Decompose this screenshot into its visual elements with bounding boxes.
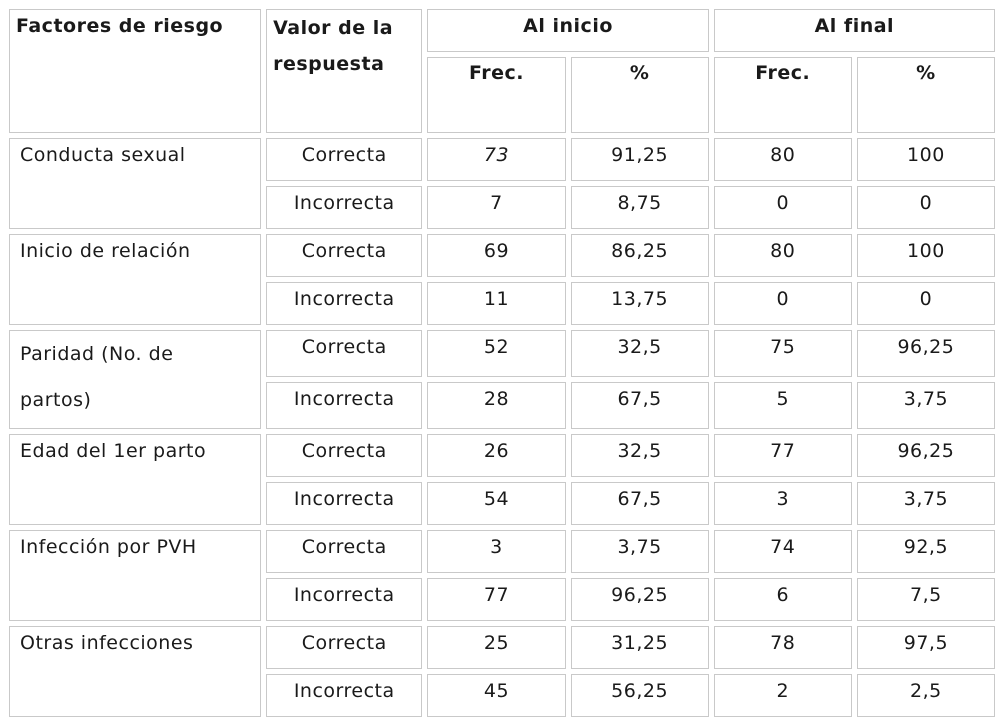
- answer-value: Correcta: [266, 330, 423, 377]
- end-frec: 6: [713, 578, 852, 621]
- header-start: Al inicio: [427, 9, 709, 52]
- header-factor: Factores de riesgo: [9, 9, 262, 133]
- end-frec: 80: [713, 234, 852, 277]
- end-frec: 0: [713, 186, 852, 229]
- end-pct: 0: [856, 186, 995, 229]
- answer-value: Incorrecta: [266, 186, 423, 229]
- start-pct: 32,5: [570, 330, 709, 377]
- table-row: Conducta sexual Correcta 73 91,25 80 100: [9, 138, 995, 229]
- end-frec: 3: [713, 482, 852, 525]
- start-frec: 69: [427, 234, 566, 277]
- header-start-frec: Frec.: [427, 57, 566, 133]
- start-pct: 96,25: [570, 578, 709, 621]
- end-pct: 3,75: [856, 382, 995, 429]
- start-frec: 54: [427, 482, 566, 525]
- table-body: Conducta sexual Correcta 73 91,25 80 100…: [9, 138, 995, 717]
- answer-value: Incorrecta: [266, 282, 423, 325]
- start-pct: 3,75: [570, 530, 709, 573]
- end-pct: 2,5: [856, 674, 995, 717]
- end-pct: 3,75: [856, 482, 995, 525]
- factor-cell: Inicio de relación: [9, 234, 262, 325]
- answer-value: Correcta: [266, 530, 423, 573]
- start-frec: 26: [427, 434, 566, 477]
- end-frec: 5: [713, 382, 852, 429]
- header-start-pct: %: [570, 57, 709, 133]
- end-pct: 96,25: [856, 330, 995, 377]
- table-row: Otras infecciones Correcta 25 31,25 78 9…: [9, 626, 995, 717]
- table-row: Infección por PVH Correcta 3 3,75 74 92,…: [9, 530, 995, 621]
- header-value: Valor de la respuesta: [266, 9, 423, 133]
- end-pct: 100: [856, 138, 995, 181]
- table-row: Edad del 1er parto Correcta 26 32,5 77 9…: [9, 434, 995, 525]
- start-pct: 67,5: [570, 382, 709, 429]
- table-row: Incorrecta 7 8,75 0 0: [9, 186, 995, 229]
- start-frec: 45: [427, 674, 566, 717]
- start-frec: 7: [427, 186, 566, 229]
- answer-value: Incorrecta: [266, 674, 423, 717]
- factor-cell: Edad del 1er parto: [9, 434, 262, 525]
- answer-value: Correcta: [266, 234, 423, 277]
- end-frec: 0: [713, 282, 852, 325]
- start-frec: 11: [427, 282, 566, 325]
- start-pct: 8,75: [570, 186, 709, 229]
- table-row: Incorrecta 54 67,5 3 3,75: [9, 482, 995, 525]
- end-frec: 78: [713, 626, 852, 669]
- risk-factors-table: Factores de riesgo Valor de la respuesta…: [4, 4, 1000, 722]
- start-frec: 25: [427, 626, 566, 669]
- start-frec: 77: [427, 578, 566, 621]
- answer-value: Incorrecta: [266, 578, 423, 621]
- answer-value: Incorrecta: [266, 482, 423, 525]
- answer-value: Incorrecta: [266, 382, 423, 429]
- start-pct: 86,25: [570, 234, 709, 277]
- start-frec: 73: [427, 138, 566, 181]
- end-frec: 2: [713, 674, 852, 717]
- header-end-frec: Frec.: [713, 57, 852, 133]
- header-end: Al final: [713, 9, 995, 52]
- start-pct: 31,25: [570, 626, 709, 669]
- table-row: Paridad (No. de partos) Correcta 52 32,5…: [9, 330, 995, 429]
- answer-value: Correcta: [266, 434, 423, 477]
- factor-cell: Conducta sexual: [9, 138, 262, 229]
- start-pct: 67,5: [570, 482, 709, 525]
- answer-value: Correcta: [266, 138, 423, 181]
- end-pct: 7,5: [856, 578, 995, 621]
- answer-value: Correcta: [266, 626, 423, 669]
- start-pct: 32,5: [570, 434, 709, 477]
- end-pct: 0: [856, 282, 995, 325]
- end-pct: 100: [856, 234, 995, 277]
- end-frec: 74: [713, 530, 852, 573]
- start-frec: 3: [427, 530, 566, 573]
- end-pct: 96,25: [856, 434, 995, 477]
- start-frec: 28: [427, 382, 566, 429]
- table-row: Inicio de relación Correcta 69 86,25 80 …: [9, 234, 995, 325]
- factor-cell: Paridad (No. de partos): [9, 330, 262, 429]
- end-frec: 77: [713, 434, 852, 477]
- end-frec: 80: [713, 138, 852, 181]
- factor-cell: Infección por PVH: [9, 530, 262, 621]
- start-pct: 13,75: [570, 282, 709, 325]
- factor-cell: Otras infecciones: [9, 626, 262, 717]
- table-row: Incorrecta 28 67,5 5 3,75: [9, 382, 995, 429]
- table-row: Incorrecta 77 96,25 6 7,5: [9, 578, 995, 621]
- start-frec: 52: [427, 330, 566, 377]
- end-pct: 97,5: [856, 626, 995, 669]
- table-header: Factores de riesgo Valor de la respuesta…: [9, 9, 995, 133]
- table-row: Incorrecta 11 13,75 0 0: [9, 282, 995, 325]
- end-pct: 92,5: [856, 530, 995, 573]
- start-pct: 56,25: [570, 674, 709, 717]
- start-pct: 91,25: [570, 138, 709, 181]
- end-frec: 75: [713, 330, 852, 377]
- header-end-pct: %: [856, 57, 995, 133]
